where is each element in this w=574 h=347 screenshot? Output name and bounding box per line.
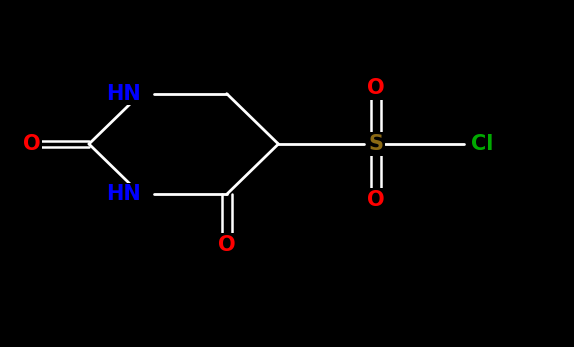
Text: O: O bbox=[218, 235, 235, 255]
Text: O: O bbox=[367, 189, 385, 210]
Text: S: S bbox=[369, 134, 383, 154]
Text: O: O bbox=[23, 134, 40, 154]
Text: HN: HN bbox=[106, 184, 141, 204]
Text: HN: HN bbox=[106, 84, 141, 104]
Text: Cl: Cl bbox=[471, 134, 493, 154]
Text: O: O bbox=[367, 78, 385, 99]
